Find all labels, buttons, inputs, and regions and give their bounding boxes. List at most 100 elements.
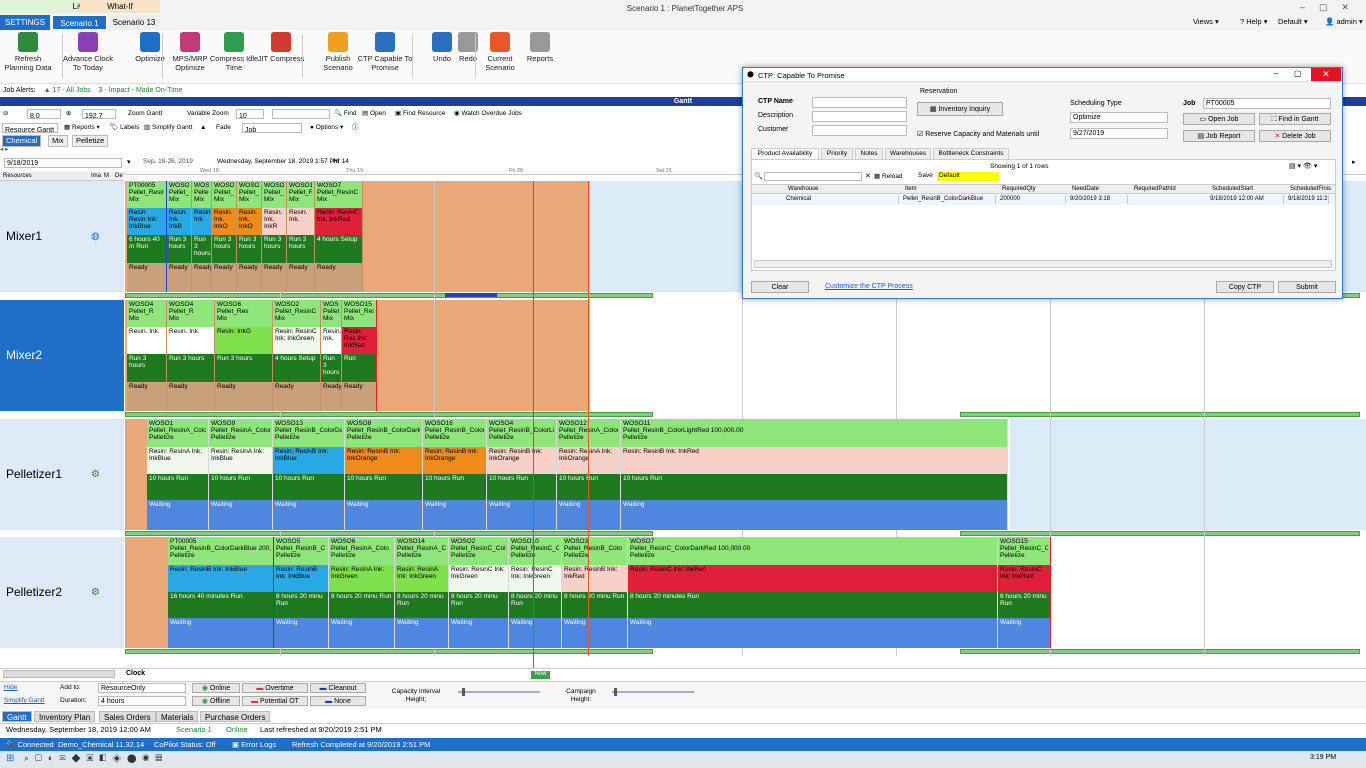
zoom-field-1[interactable]: 8.0: [27, 109, 61, 120]
open-job-button[interactable]: ▭ Open Job: [1183, 113, 1255, 125]
grid-cell[interactable]: 9/18/2019 12:00 AM: [1208, 195, 1284, 204]
grid-search-icon[interactable]: 🔍: [754, 173, 763, 180]
alert-impact[interactable]: 3 - Impact - Made On-Time: [98, 87, 183, 94]
tab-settings[interactable]: SETTINGS: [0, 15, 50, 30]
col-m[interactable]: M: [104, 173, 109, 179]
bottom-tab[interactable]: Purchase Orders: [200, 711, 271, 722]
tab-scenario-13[interactable]: Scenario 13: [108, 15, 160, 30]
grid-column-header[interactable]: ScheduledFinis: [1290, 186, 1331, 192]
job-block[interactable]: WOSO16 Pellet_ResinB_Color Pelletize Resin:…: [423, 419, 487, 530]
zoom-out-icon[interactable]: ⊖: [3, 110, 9, 117]
ctp-name-field[interactable]: [812, 97, 907, 108]
ribbon-button-9[interactable]: Redo: [440, 32, 496, 82]
job-block[interactable]: WOSO4 Pellet_R Mix Resin. Ink. Run 3 hours Re…: [127, 300, 167, 411]
job-block[interactable]: WOSO7 Pellet_ResinC_ColorDarkRed 100,000.…: [628, 537, 998, 648]
hide-link[interactable]: Hide: [4, 684, 18, 691]
potential-ot-button[interactable]: ▬ Potential OT: [242, 696, 308, 706]
bottom-tab[interactable]: Materials: [156, 711, 199, 722]
grid-cell[interactable]: 200000: [998, 195, 1066, 204]
grid-search-field[interactable]: [764, 172, 862, 181]
ribbon-button-5[interactable]: JIT Compress: [253, 32, 309, 82]
grid-column-header[interactable]: Warehouse: [788, 186, 819, 192]
job-block[interactable]: WOSO7 Pellet_ResinC Mix Resin: ResinC Ink: …: [315, 181, 363, 292]
grid-options-icon[interactable]: ▤ ▾ 👁 ▾: [1289, 163, 1318, 170]
job-block[interactable]: WOSO1 Pellet_R Mix Resin. Ink. Run 3 hours Re…: [287, 181, 315, 292]
job-block[interactable]: WOSO1PelletMixResin. Ink.Run 3 hoursRead…: [321, 300, 342, 411]
job-block[interactable]: WOSO3 Pellet_ResinB_Colo Pelletize Resin: R…: [562, 537, 628, 648]
timeline-scroll-right[interactable]: ▸: [1352, 159, 1356, 166]
grid-row[interactable]: Chemical Pellet_ResinB_ColorDarkBlue 20000…: [752, 195, 1335, 205]
ribbon-button-4[interactable]: Compress Idle Time: [206, 32, 262, 82]
ribbon-button-7[interactable]: CTP Capable To Promise: [357, 32, 413, 82]
open-button[interactable]: ▤ Open: [362, 110, 386, 117]
bottom-tab[interactable]: Sales Orders: [99, 711, 156, 722]
col-de[interactable]: De: [115, 173, 123, 179]
ribbon-button-1[interactable]: Advance Clock To Today: [60, 32, 116, 82]
overtime-button[interactable]: ▬ Overtime: [242, 683, 308, 693]
job-block[interactable]: WOSO5 Pellet_ResinB_C Pelletize Resin: Resi…: [274, 537, 329, 648]
job-block[interactable]: WOSO6 Pellet_Res Mix Resin: InkG Run 3 hours…: [215, 300, 273, 411]
job-block[interactable]: WOSO8 Pellet_ResinB_ColorDark Pelletize Res…: [345, 419, 423, 530]
variable-zoom-field[interactable]: 10: [236, 109, 264, 120]
job-block[interactable]: WOSO10 Pellet_ResinC_Co Pelletize Resin: Re…: [509, 537, 562, 648]
grid-cell[interactable]: 9/18/2019 11:2: [1288, 195, 1329, 204]
job-report-button[interactable]: ▤ Job Report: [1183, 130, 1255, 142]
grid-column-header[interactable]: NeedDate: [1072, 186, 1100, 192]
grid-cell[interactable]: Pellet_ResinB_ColorDarkBlue: [901, 195, 996, 204]
tab-chemical[interactable]: Chemical: [2, 135, 42, 147]
job-block[interactable]: WOSO2 Pellet_ResinC Mix Resin: ResinC Ink: …: [273, 300, 321, 411]
find-in-gantt-button[interactable]: ⛶ Find in Gantt: [1259, 113, 1331, 125]
campaign-slider[interactable]: [612, 688, 694, 696]
grid-column-header[interactable]: RequiredQty: [1002, 186, 1036, 192]
tab-whatif[interactable]: What-If: [80, 0, 160, 13]
clear-button[interactable]: Clear: [751, 281, 809, 293]
job-block[interactable]: WOSO4 Pellet_R Mix Resin. Ink. Run 3 hours Re…: [167, 300, 215, 411]
col-resources[interactable]: Resources: [3, 173, 32, 179]
layout-name-field[interactable]: Default: [937, 172, 999, 181]
save-layout-button[interactable]: Save: [918, 172, 933, 179]
job-block[interactable]: WOSO1 Pellet_ResinA_Color Pelletize Resin: …: [147, 419, 209, 530]
resource-cell[interactable]: Mixer1 ◍: [0, 181, 124, 292]
ribbon-button-2[interactable]: Optimize: [122, 32, 178, 82]
zoom-field-2[interactable]: 192.7: [82, 109, 116, 120]
reload-button[interactable]: ▦ Reload: [874, 173, 903, 180]
resource-gantt-select[interactable]: Resource Gantt: [2, 123, 58, 134]
reserve-checkbox[interactable]: ☑ Reserve Capacity and Materials until: [917, 131, 1040, 138]
start-icon[interactable]: ⊞: [6, 753, 15, 764]
job-block[interactable]: WOSO2 Pellet_ResinC_Col Pelletize Resin: Re…: [449, 537, 509, 648]
delete-job-button[interactable]: ✕ Delete Job: [1259, 130, 1331, 142]
description-field[interactable]: [812, 111, 907, 122]
copy-ctp-button[interactable]: Copy CTP: [1216, 281, 1274, 293]
none-button[interactable]: ▬ None: [310, 696, 366, 706]
info-icon[interactable]: ⓘ: [352, 124, 359, 131]
ribbon-button-11[interactable]: Reports: [512, 32, 568, 82]
capacity-slider-thumb[interactable]: [462, 688, 465, 696]
simplify-gantt-button[interactable]: ▥ Simplify Gantt: [144, 124, 193, 131]
submit-button[interactable]: Submit: [1278, 281, 1336, 293]
capacity-slider[interactable]: [458, 688, 540, 696]
zoom-gantt-button[interactable]: Zoom Gantt: [128, 110, 163, 117]
col-ima[interactable]: Ima: [91, 173, 102, 179]
duration-select[interactable]: 4 hours: [98, 696, 186, 706]
tab-nav-arrows[interactable]: ◂ ▸: [0, 146, 9, 153]
job-block[interactable]: WOSO9 Pellet_ResinA_Color Pelletize Resin: …: [209, 419, 273, 530]
labels-button[interactable]: 🏷 Labels: [110, 124, 140, 131]
ribbon-button-3[interactable]: MPS/MRP Optimize: [162, 32, 218, 82]
ribbon-button-0[interactable]: Refresh Planning Data: [0, 32, 56, 82]
ctp-minimize-icon[interactable]: –: [1274, 69, 1279, 78]
online-button[interactable]: ◉ Online: [192, 683, 240, 693]
job-block[interactable]: WOSO11 Pellet_ResinB_ColorLightRed 100,00…: [621, 419, 1008, 530]
zoom-in-icon[interactable]: ⊕: [66, 110, 72, 117]
views-menu[interactable]: Views ▾: [1193, 17, 1219, 26]
ribbon-button-8[interactable]: Undo: [414, 32, 470, 82]
job-block[interactable]: PT00005 Pellet_ResinB_ColorDarkBlue 200, P…: [168, 537, 274, 648]
job-block[interactable]: WOSO13 Pellet_ResinB_ColorDa Pelletize Resi…: [273, 419, 345, 530]
reserve-date-field[interactable]: 9/27/2019: [1070, 128, 1168, 139]
customer-field[interactable]: [812, 125, 907, 136]
help-menu[interactable]: ? Help ▾: [1240, 17, 1268, 26]
tab-pelletize[interactable]: Pelletize: [72, 135, 109, 147]
